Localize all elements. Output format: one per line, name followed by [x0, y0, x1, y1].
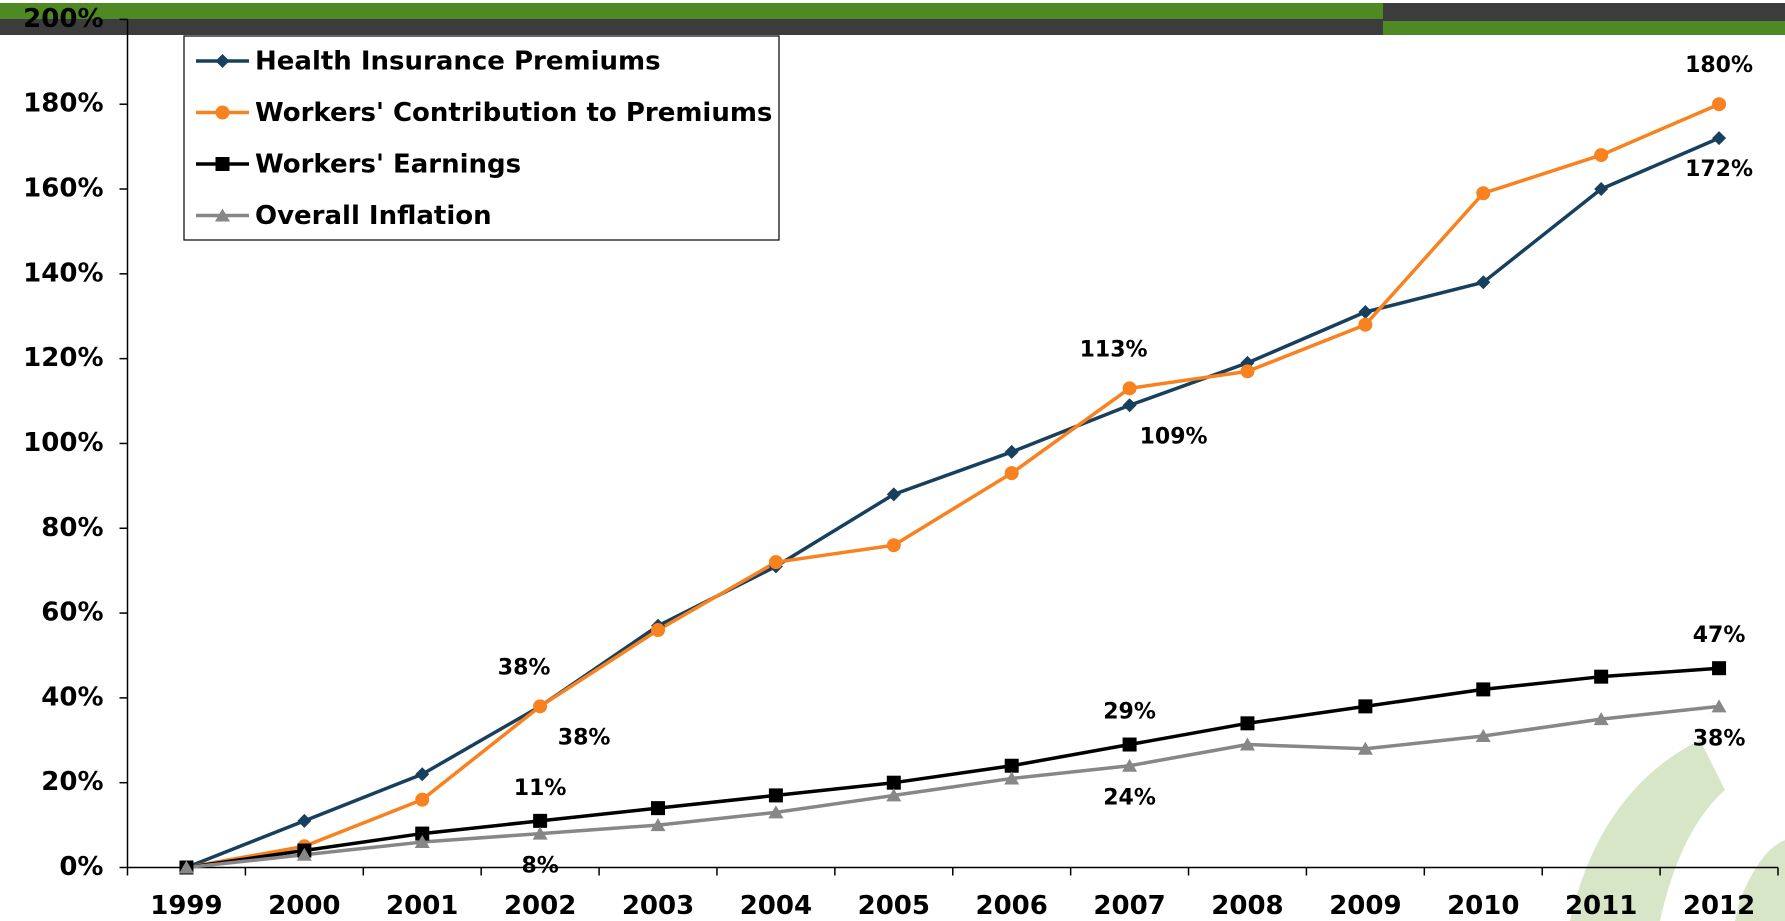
x-tick-label: 2008 [1211, 891, 1283, 921]
point [297, 814, 311, 828]
point [1005, 445, 1019, 459]
point [1594, 670, 1608, 684]
banner-dark [1383, 3, 1785, 21]
point [651, 623, 665, 637]
data-label: 38% [558, 725, 611, 750]
point [1358, 699, 1372, 713]
y-tick-label: 160% [23, 174, 103, 204]
point [1712, 131, 1726, 145]
series-line [186, 706, 1719, 867]
x-tick-label: 2002 [504, 891, 576, 921]
data-label: 172% [1685, 157, 1753, 182]
point [1123, 381, 1137, 395]
x-tick-label: 2000 [268, 891, 340, 921]
y-tick-label: 20% [41, 767, 103, 797]
point [769, 788, 783, 802]
point [1240, 716, 1254, 730]
point [1123, 738, 1137, 752]
x-tick-label: 2003 [622, 891, 694, 921]
legend: Health Insurance Premiums Workers' Contri… [184, 36, 779, 240]
point [533, 814, 547, 828]
y-tick-label: 40% [41, 682, 103, 712]
data-label: 180% [1685, 53, 1753, 78]
data-label: 38% [498, 655, 551, 680]
point [1005, 759, 1019, 773]
legend-label: Overall Inflation [255, 201, 492, 231]
point [1123, 398, 1137, 412]
point [651, 801, 665, 815]
data-label: 8% [521, 854, 558, 879]
y-tick-label: 0% [59, 852, 103, 882]
point [216, 157, 230, 171]
point [887, 538, 901, 552]
x-tick-label: 2001 [386, 891, 458, 921]
point [1476, 682, 1490, 696]
x-tick-label: 1999 [150, 891, 222, 921]
point [1594, 148, 1608, 162]
point [887, 776, 901, 790]
point [769, 555, 783, 569]
point [533, 699, 547, 713]
x-tick-label: 2007 [1093, 891, 1165, 921]
data-label: 11% [514, 776, 567, 801]
y-tick-label: 200% [23, 4, 103, 34]
series-line [186, 138, 1719, 867]
data-label: 38% [1693, 726, 1746, 751]
chart: 0% 20% 40% 60% 80% 100% 120% 140% 160% 180% 200% 19… [0, 0, 1785, 921]
legend-label: Workers' Contribution to Premiums [255, 98, 772, 128]
legend-label: Health Insurance Premiums [255, 47, 661, 77]
point [1712, 97, 1726, 111]
point [1476, 186, 1490, 200]
y-tick-label: 80% [41, 513, 103, 543]
banner-green [1383, 21, 1785, 35]
point [415, 767, 429, 781]
data-label: 113% [1080, 337, 1148, 362]
legend-label: Workers' Earnings [255, 150, 521, 180]
x-tick-label: 2004 [740, 891, 812, 921]
point [1712, 661, 1726, 675]
data-label: 109% [1140, 424, 1208, 449]
point [1358, 318, 1372, 332]
point [1240, 364, 1254, 378]
y-tick-label: 140% [23, 258, 103, 288]
x-tick-label: 2011 [1565, 891, 1637, 921]
point [1005, 466, 1019, 480]
x-tick-label: 2009 [1329, 891, 1401, 921]
point [216, 106, 230, 120]
y-tick-label: 100% [23, 428, 103, 458]
x-tick-label: 2010 [1447, 891, 1519, 921]
banner-green [0, 3, 1383, 19]
point [415, 793, 429, 807]
data-label: 24% [1103, 786, 1156, 811]
x-tick-label: 2005 [858, 891, 930, 921]
y-tick-label: 180% [23, 89, 103, 119]
y-tick-label: 120% [23, 343, 103, 373]
x-tick-label: 2012 [1683, 891, 1755, 921]
x-tick-label: 2006 [976, 891, 1048, 921]
data-label: 47% [1693, 623, 1746, 648]
data-label: 29% [1103, 700, 1156, 725]
banner-dark [0, 19, 1383, 35]
y-tick-label: 60% [41, 598, 103, 628]
